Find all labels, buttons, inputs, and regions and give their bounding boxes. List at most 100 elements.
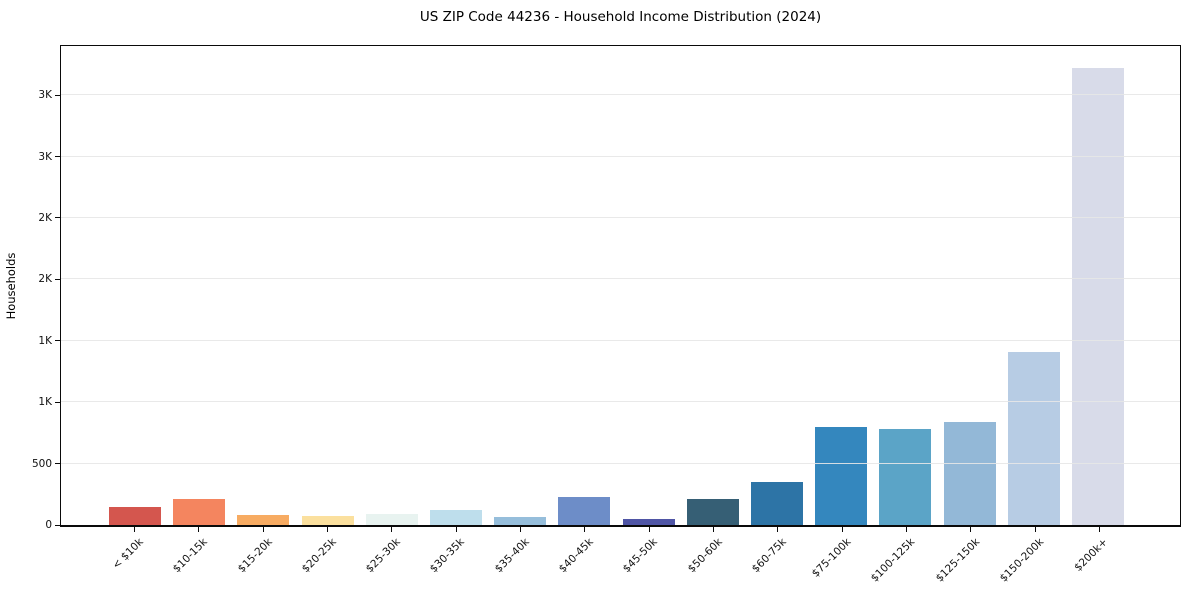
x-axis: < $10k $10-15k $15-20k $20-25k $25-30k $30-35… <box>60 527 1181 589</box>
bar-10-15k <box>173 499 226 525</box>
x-tick-slot: $125-150k <box>933 527 1002 589</box>
x-tick-mark <box>905 527 907 532</box>
y-tick-label: 1K <box>38 396 52 409</box>
x-tick-label: $25-30k <box>363 536 403 576</box>
x-tick-mark <box>1098 527 1100 532</box>
x-tick-mark <box>455 527 457 532</box>
x-tick-slot: < $10k <box>102 527 166 589</box>
bar-100-125k <box>879 429 932 525</box>
bar-slot <box>745 46 809 525</box>
y-tick-label: 500 <box>31 457 52 470</box>
x-tick-mark <box>970 527 972 532</box>
bar-slot <box>873 46 937 525</box>
x-tick-slot: $20-25k <box>295 527 359 589</box>
x-tick-slot: $60-75k <box>745 527 809 589</box>
bar-60-75k <box>750 482 803 525</box>
x-tick-label: < $10k <box>110 536 146 572</box>
bar-25-30k <box>365 513 418 525</box>
x-tick-mark <box>1034 527 1036 532</box>
x-tick-slot: $75-100k <box>809 527 873 589</box>
bar-slot <box>103 46 167 525</box>
x-tick-slot: $35-40k <box>488 527 552 589</box>
x-tick-label: $200k+ <box>1072 536 1111 574</box>
x-tick-mark <box>198 527 200 532</box>
x-tick-slot: $45-50k <box>617 527 681 589</box>
x-tick-slot: $150-200k <box>997 527 1066 589</box>
y-tick-label: 2K <box>38 211 52 224</box>
bars-container <box>61 46 1180 525</box>
y-tick-mark <box>55 340 60 342</box>
x-tick-slot: $10-15k <box>166 527 230 589</box>
x-tick-slot: $40-45k <box>552 527 616 589</box>
bar-slot <box>809 46 873 525</box>
x-tick-label: $10-15k <box>170 536 210 576</box>
x-tick-label: $15-20k <box>235 536 275 576</box>
bar-slot <box>1002 46 1066 525</box>
plot-area: 0 500 1K 1K 2K 2K 3K 3K <box>32 45 1181 531</box>
x-tick-mark <box>520 527 522 532</box>
x-tick-slot: $15-20k <box>231 527 295 589</box>
x-tick-mark <box>262 527 264 532</box>
y-tick-label: 2K <box>38 273 52 286</box>
bar-30-35k <box>430 509 483 525</box>
x-tick-label: $35-40k <box>492 536 532 576</box>
x-tick-mark <box>841 527 843 532</box>
x-tick-mark <box>712 527 714 532</box>
x-tick-label: $125-150k <box>933 536 982 585</box>
x-tick-mark <box>777 527 779 532</box>
bar-40-45k <box>558 497 611 525</box>
bar-200k <box>1071 68 1124 525</box>
bar-slot <box>937 46 1001 525</box>
y-axis-label: Households <box>4 252 18 320</box>
bar-slot <box>424 46 488 525</box>
x-tick-label: $50-60k <box>685 536 725 576</box>
y-tick-mark <box>55 94 60 96</box>
x-tick-label: $40-45k <box>556 536 596 576</box>
x-tick-label: $75-100k <box>809 536 854 580</box>
x-tick-label: $100-125k <box>868 536 918 585</box>
bar-slot <box>617 46 681 525</box>
bar-20-25k <box>301 516 354 525</box>
bar-150-200k <box>1007 351 1060 525</box>
bar-10k <box>109 507 162 525</box>
y-tick-label: 3K <box>38 89 52 102</box>
x-tick-label: $60-75k <box>749 536 789 576</box>
y-tick-mark <box>55 278 60 280</box>
x-tick-label: $20-25k <box>299 536 339 576</box>
x-tick-slot: $25-30k <box>359 527 423 589</box>
bar-slot <box>552 46 616 525</box>
x-tick-slot: $50-60k <box>681 527 745 589</box>
y-tick-mark <box>55 156 60 158</box>
x-tick-mark <box>648 527 650 532</box>
x-tick-slot: $200k+ <box>1067 527 1131 589</box>
y-tick-mark <box>55 217 60 219</box>
x-tick-label: $45-50k <box>621 536 661 576</box>
bar-slot <box>167 46 231 525</box>
x-tick-mark <box>134 527 136 532</box>
y-tick-label: 1K <box>38 334 52 347</box>
x-tick-label: $30-35k <box>428 536 468 576</box>
bar-slot <box>1066 46 1130 525</box>
y-tick-label: 3K <box>38 150 52 163</box>
y-tick-mark <box>55 463 60 465</box>
y-tick-mark <box>55 401 60 403</box>
bar-15-20k <box>237 515 290 525</box>
x-tick-slot: $100-125k <box>869 527 938 589</box>
x-tick-mark <box>391 527 393 532</box>
chart-title: US ZIP Code 44236 - Household Income Dis… <box>419 9 822 25</box>
x-tick-label: $150-200k <box>997 536 1047 585</box>
bar-75-100k <box>815 427 868 525</box>
bar-slot <box>681 46 745 525</box>
bar-50-60k <box>686 498 739 525</box>
bar-125-150k <box>943 421 996 525</box>
bar-slot <box>231 46 295 525</box>
bar-45-50k <box>622 518 675 525</box>
x-tick-slot: $30-35k <box>424 527 488 589</box>
y-tick-label: 0 <box>45 519 52 531</box>
y-tick-mark <box>55 524 60 526</box>
bar-35-40k <box>494 517 547 525</box>
bar-slot <box>488 46 552 525</box>
bar-slot <box>360 46 424 525</box>
x-tick-mark <box>327 527 329 532</box>
